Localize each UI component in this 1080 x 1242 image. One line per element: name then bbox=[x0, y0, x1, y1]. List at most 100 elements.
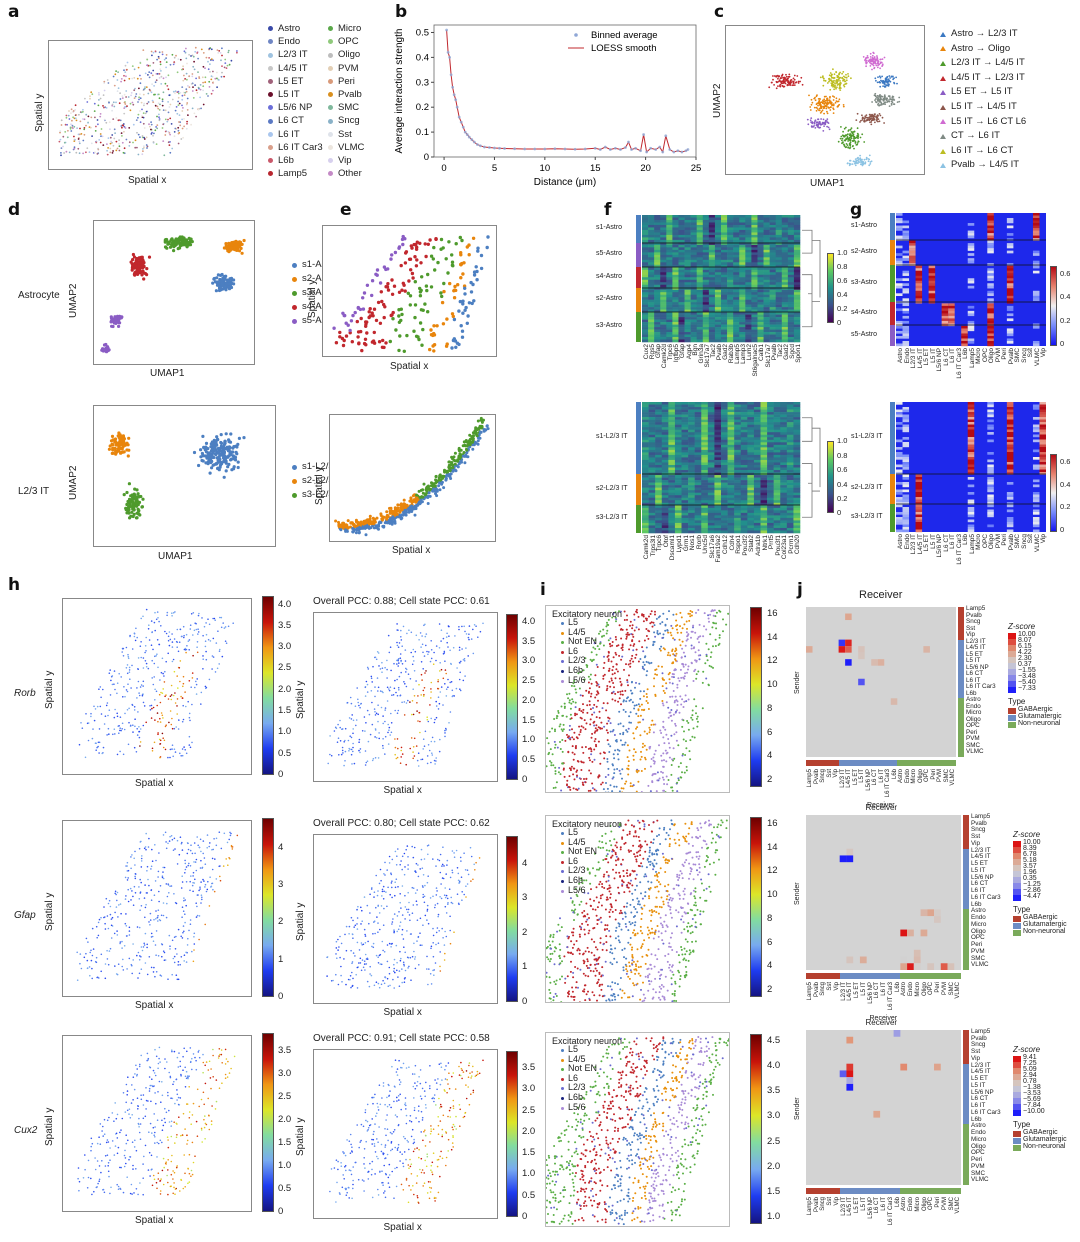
binned-average-point bbox=[454, 98, 458, 102]
l23-cell-point bbox=[433, 484, 437, 488]
heatmap-cell bbox=[753, 417, 761, 420]
heatmap-cell bbox=[714, 232, 722, 236]
heatmap-cell bbox=[739, 314, 746, 318]
cell-point bbox=[166, 85, 169, 87]
cell-point bbox=[121, 126, 123, 129]
heatmap-cell bbox=[702, 267, 710, 271]
heatmap-cell bbox=[690, 324, 697, 328]
heatmap-cell bbox=[708, 319, 716, 323]
umap-point bbox=[878, 100, 880, 102]
astro-cell-point bbox=[397, 290, 402, 294]
umap-point bbox=[135, 499, 139, 503]
heatmap-cell bbox=[708, 292, 716, 295]
umap-point bbox=[822, 84, 825, 87]
umap-point bbox=[851, 131, 854, 134]
plot-frame bbox=[433, 24, 697, 158]
heatmap-cell bbox=[787, 334, 795, 338]
l23-cell-point bbox=[472, 443, 476, 447]
cell-point bbox=[151, 99, 154, 102]
cell-point bbox=[147, 92, 150, 95]
legend-item: s4-Astro bbox=[292, 300, 337, 314]
heatmap-cell bbox=[648, 317, 655, 320]
umap-point bbox=[784, 82, 787, 85]
umap-point bbox=[873, 67, 875, 70]
umap-point bbox=[137, 495, 141, 499]
heatmap-cell bbox=[721, 407, 728, 410]
umap-point bbox=[869, 60, 872, 63]
heatmap-cell bbox=[727, 317, 734, 320]
umap-point bbox=[838, 87, 841, 89]
heatmap-cell bbox=[793, 307, 801, 310]
heatmap-cell bbox=[654, 264, 661, 268]
l23-cell-point bbox=[364, 533, 368, 537]
heatmap-cell bbox=[769, 282, 776, 286]
cell-point bbox=[137, 153, 140, 156]
astro-cell-point bbox=[404, 250, 409, 254]
heatmap-cell bbox=[654, 254, 661, 258]
umap-point bbox=[851, 163, 854, 166]
heatmap-cell bbox=[702, 259, 710, 263]
astro-cell-point bbox=[431, 344, 435, 348]
heatmap-cell bbox=[751, 334, 758, 338]
heatmap-cell bbox=[721, 327, 728, 330]
heatmap-cell bbox=[793, 294, 801, 298]
umap-point bbox=[817, 121, 819, 124]
heatmap-cell bbox=[690, 322, 697, 325]
umap-point bbox=[865, 114, 868, 116]
panel-d-l23-plot bbox=[93, 405, 276, 547]
l23-cell-point bbox=[437, 478, 441, 482]
heatmap-cell bbox=[694, 419, 702, 423]
heatmap-cell bbox=[721, 247, 728, 251]
astro-cell-point bbox=[344, 334, 349, 338]
heatmap-cell bbox=[648, 229, 655, 233]
umap-point bbox=[878, 95, 880, 98]
umap-point bbox=[231, 446, 235, 450]
umap-point bbox=[780, 80, 782, 83]
cell-point bbox=[133, 89, 136, 92]
l23-cell-point bbox=[464, 453, 468, 457]
heatmap-cell bbox=[666, 339, 673, 343]
heatmap-cell bbox=[648, 302, 655, 305]
heatmap-cell bbox=[781, 252, 789, 256]
heatmap-cell bbox=[793, 289, 801, 293]
umap-point bbox=[869, 116, 872, 118]
heatmap-cell bbox=[690, 287, 697, 291]
heatmap-cell bbox=[727, 232, 734, 236]
heatmap-cell bbox=[775, 237, 783, 241]
heatmap-cell bbox=[678, 314, 685, 318]
umap-point bbox=[842, 71, 845, 73]
heatmap-cell bbox=[714, 274, 722, 278]
astro-cell-point bbox=[356, 330, 361, 334]
astro-cell-point bbox=[407, 257, 412, 261]
heatmap-cell bbox=[733, 307, 740, 310]
cell-point bbox=[137, 66, 140, 69]
heatmap-cell bbox=[733, 234, 740, 238]
heatmap-cell bbox=[763, 322, 770, 325]
heatmap-cell bbox=[672, 299, 679, 303]
heatmap-cell bbox=[775, 252, 783, 256]
colorbar-tick-label: 0.4 bbox=[837, 290, 848, 299]
heatmap-cell bbox=[648, 307, 655, 310]
umap-point bbox=[810, 117, 813, 119]
cell-point bbox=[75, 114, 78, 116]
heatmap-cell bbox=[781, 332, 789, 335]
heatmap-cell bbox=[769, 314, 776, 318]
cell-point bbox=[151, 74, 154, 77]
heatmap-cell bbox=[714, 322, 722, 325]
cell-point bbox=[204, 76, 207, 79]
umap-point bbox=[883, 101, 886, 104]
heatmap-cell bbox=[660, 242, 667, 246]
cell-point bbox=[192, 97, 195, 99]
cell-point bbox=[89, 97, 91, 100]
heatmap-cell bbox=[714, 222, 722, 226]
heatmap-cell bbox=[760, 404, 768, 408]
heatmap-grid bbox=[642, 215, 801, 343]
heatmap-cell bbox=[684, 262, 691, 266]
cell-point bbox=[133, 97, 136, 99]
heatmap-cell bbox=[642, 259, 649, 263]
cell-point bbox=[155, 143, 158, 145]
heatmap-cell bbox=[769, 299, 776, 303]
heatmap-cell bbox=[660, 227, 667, 231]
heatmap-cell bbox=[769, 292, 776, 295]
row-label: s1-L2/3 IT bbox=[596, 433, 628, 440]
